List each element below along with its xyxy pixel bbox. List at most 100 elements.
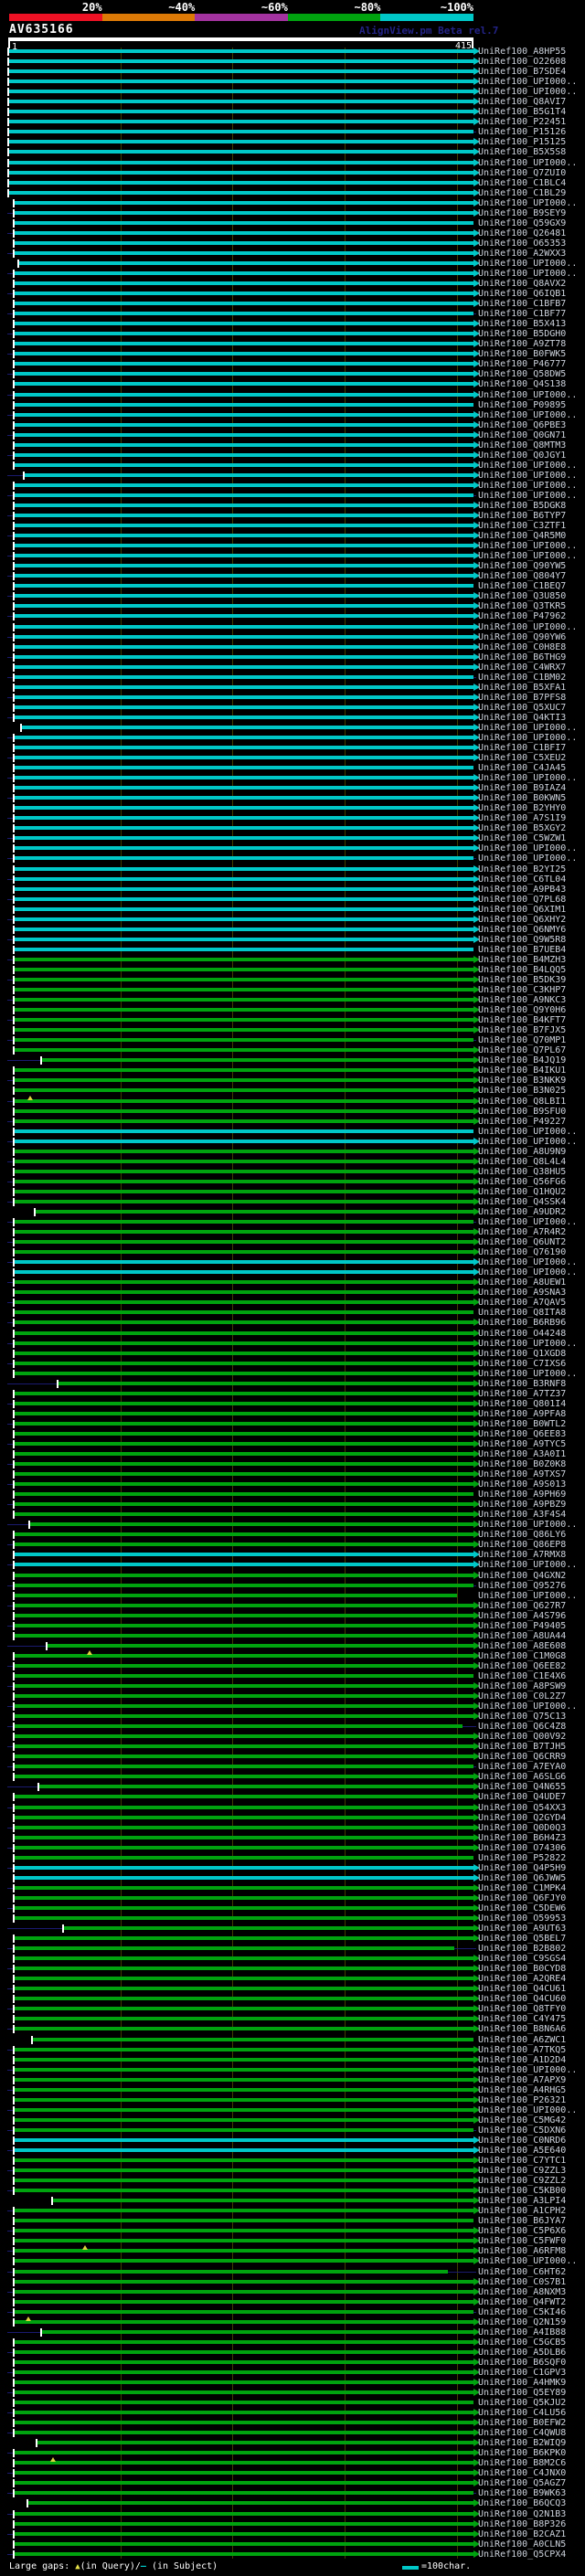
alignment-bar[interactable] bbox=[15, 1411, 473, 1415]
alignment-bar[interactable] bbox=[15, 1684, 473, 1688]
hit-accession-label[interactable]: UniRef100_B2CAZ1 bbox=[478, 2528, 567, 2539]
hit-accession-label[interactable]: UniRef100_Q4P5H9 bbox=[478, 1862, 567, 1873]
hit-accession-label[interactable]: UniRef100_Q804Y7 bbox=[478, 571, 567, 582]
hit-accession-label[interactable]: UniRef100_Q6XIM1 bbox=[478, 904, 567, 915]
hit-accession-label[interactable]: UniRef100_A7R4R2 bbox=[478, 1227, 567, 1237]
hit-accession-label[interactable]: UniRef100_A8HP55 bbox=[478, 47, 567, 57]
hit-accession-label[interactable]: UniRef100_UPI000.. bbox=[478, 1217, 578, 1227]
alignment-bar[interactable] bbox=[15, 2369, 473, 2374]
alignment-bar[interactable] bbox=[15, 482, 473, 487]
alignment-bar[interactable] bbox=[15, 2541, 473, 2546]
hit-accession-label[interactable]: UniRef100_UPI000.. bbox=[478, 843, 578, 854]
alignment-bar[interactable] bbox=[47, 1643, 473, 1648]
hit-accession-label[interactable]: UniRef100_A8UA44 bbox=[478, 1630, 567, 1641]
hit-accession-label[interactable]: UniRef100_Q6JWW5 bbox=[478, 1872, 567, 1883]
hit-accession-label[interactable]: UniRef100_A3A0I1 bbox=[478, 1449, 567, 1459]
alignment-bar[interactable] bbox=[15, 2289, 473, 2294]
hit-accession-label[interactable]: UniRef100_UPI000.. bbox=[478, 1338, 578, 1349]
alignment-bar[interactable] bbox=[15, 1179, 473, 1183]
hit-accession-label[interactable]: UniRef100_A7TKQ5 bbox=[478, 2044, 567, 2055]
alignment-bar[interactable] bbox=[15, 422, 473, 427]
hit-accession-label[interactable]: UniRef100_UPI000.. bbox=[478, 490, 578, 501]
alignment-bar[interactable] bbox=[15, 1401, 473, 1405]
hit-accession-label[interactable]: UniRef100_Q8LBI1 bbox=[478, 1096, 567, 1107]
alignment-bar[interactable] bbox=[9, 90, 473, 94]
alignment-bar[interactable] bbox=[15, 1936, 473, 1940]
hit-accession-label[interactable]: UniRef100_C7IXS6 bbox=[478, 1358, 567, 1369]
alignment-bar[interactable] bbox=[15, 1563, 473, 1567]
hit-accession-label[interactable]: UniRef100_B5XFA1 bbox=[478, 682, 567, 693]
hit-accession-label[interactable]: UniRef100_Q5AGZ7 bbox=[478, 2478, 567, 2489]
alignment-bar[interactable] bbox=[15, 967, 473, 971]
alignment-bar[interactable] bbox=[15, 1714, 473, 1719]
alignment-bar[interactable] bbox=[15, 1260, 473, 1265]
alignment-bar[interactable] bbox=[15, 1300, 473, 1305]
hit-accession-label[interactable]: UniRef100_C3KHP7 bbox=[478, 985, 567, 995]
alignment-bar[interactable] bbox=[15, 1593, 457, 1597]
hit-accession-label[interactable]: UniRef100_C9ZZL2 bbox=[478, 2176, 567, 2187]
hit-accession-label[interactable]: UniRef100_A9SNA3 bbox=[478, 1288, 567, 1299]
alignment-bar[interactable] bbox=[15, 230, 473, 235]
alignment-bar[interactable] bbox=[9, 59, 473, 63]
alignment-bar[interactable] bbox=[15, 2077, 473, 2082]
hit-accession-label[interactable]: UniRef100_UPI000.. bbox=[478, 773, 578, 784]
hit-accession-label[interactable]: UniRef100_C5GCB5 bbox=[478, 2337, 567, 2348]
alignment-bar[interactable] bbox=[15, 1472, 473, 1477]
alignment-bar[interactable] bbox=[15, 1038, 473, 1043]
alignment-bar[interactable] bbox=[36, 1209, 473, 1214]
alignment-bar[interactable] bbox=[15, 614, 473, 619]
alignment-bar[interactable] bbox=[15, 2349, 473, 2354]
alignment-bar[interactable] bbox=[15, 1663, 473, 1668]
alignment-bar[interactable] bbox=[15, 1108, 473, 1113]
hit-accession-label[interactable]: UniRef100_Q5EY89 bbox=[478, 2388, 567, 2398]
hit-accession-label[interactable]: UniRef100_Q6IQB1 bbox=[478, 289, 567, 299]
alignment-bar[interactable] bbox=[15, 1805, 473, 1809]
hit-accession-label[interactable]: UniRef100_Q801I4 bbox=[478, 1398, 567, 1409]
alignment-bar[interactable] bbox=[15, 1673, 473, 1678]
alignment-bar[interactable] bbox=[15, 856, 473, 861]
alignment-bar[interactable] bbox=[15, 1623, 473, 1627]
alignment-bar[interactable] bbox=[15, 2521, 473, 2526]
hit-accession-label[interactable]: UniRef100_B5DGH0 bbox=[478, 329, 567, 340]
alignment-bar[interactable] bbox=[15, 1048, 473, 1053]
hit-accession-label[interactable]: UniRef100_B0WTL2 bbox=[478, 1418, 567, 1429]
alignment-bar[interactable] bbox=[15, 1129, 473, 1133]
hit-accession-label[interactable]: UniRef100_Q5BEL7 bbox=[478, 1934, 567, 1944]
alignment-bar[interactable] bbox=[15, 2189, 473, 2193]
alignment-bar[interactable] bbox=[15, 2411, 473, 2415]
alignment-bar[interactable] bbox=[15, 2087, 473, 2092]
alignment-bar[interactable] bbox=[15, 1895, 473, 1900]
hit-accession-label[interactable]: UniRef100_A4RHG5 bbox=[478, 2084, 567, 2095]
hit-accession-label[interactable]: UniRef100_A9TXS7 bbox=[478, 1469, 567, 1480]
alignment-bar[interactable] bbox=[15, 1098, 473, 1103]
alignment-bar[interactable] bbox=[15, 2401, 473, 2404]
hit-accession-label[interactable]: UniRef100_Q7ZUI0 bbox=[478, 167, 567, 178]
hit-accession-label[interactable]: UniRef100_C5XEU2 bbox=[478, 753, 567, 763]
alignment-bar[interactable] bbox=[15, 352, 473, 356]
alignment-bar[interactable] bbox=[9, 190, 473, 195]
hit-accession-label[interactable]: UniRef100_Q54XX3 bbox=[478, 1802, 567, 1813]
alignment-bar[interactable] bbox=[21, 725, 473, 729]
hit-accession-label[interactable]: UniRef100_C1BLC4 bbox=[478, 177, 567, 188]
hit-accession-label[interactable]: UniRef100_A2QRE4 bbox=[478, 1974, 567, 1985]
alignment-bar[interactable] bbox=[15, 1351, 473, 1355]
alignment-bar[interactable] bbox=[15, 1320, 473, 1325]
hit-accession-label[interactable]: UniRef100_B6RB96 bbox=[478, 1318, 567, 1329]
alignment-bar[interactable] bbox=[9, 140, 473, 144]
alignment-bar[interactable] bbox=[15, 1875, 473, 1880]
alignment-bar[interactable] bbox=[15, 2239, 473, 2243]
hit-accession-label[interactable]: UniRef100_B5DGK8 bbox=[478, 500, 567, 511]
hit-accession-label[interactable]: UniRef100_B7TJH5 bbox=[478, 1742, 567, 1753]
alignment-bar[interactable] bbox=[15, 1977, 473, 1981]
hit-accession-label[interactable]: UniRef100_B5DK39 bbox=[478, 975, 567, 985]
hit-accession-label[interactable]: UniRef100_B6H4Z3 bbox=[478, 1832, 567, 1843]
alignment-bar[interactable] bbox=[15, 1532, 473, 1537]
alignment-bar[interactable] bbox=[15, 2117, 473, 2122]
alignment-bar[interactable] bbox=[15, 2451, 473, 2455]
hit-accession-label[interactable]: UniRef100_Q6EE83 bbox=[478, 1428, 567, 1439]
alignment-bar[interactable] bbox=[15, 2461, 473, 2465]
hit-accession-label[interactable]: UniRef100_C9SGS4 bbox=[478, 1954, 567, 1965]
hit-accession-label[interactable]: UniRef100_Q627R7 bbox=[478, 1600, 567, 1611]
hit-accession-label[interactable]: UniRef100_Q6FJY0 bbox=[478, 1892, 567, 1903]
alignment-bar[interactable] bbox=[41, 2329, 473, 2334]
